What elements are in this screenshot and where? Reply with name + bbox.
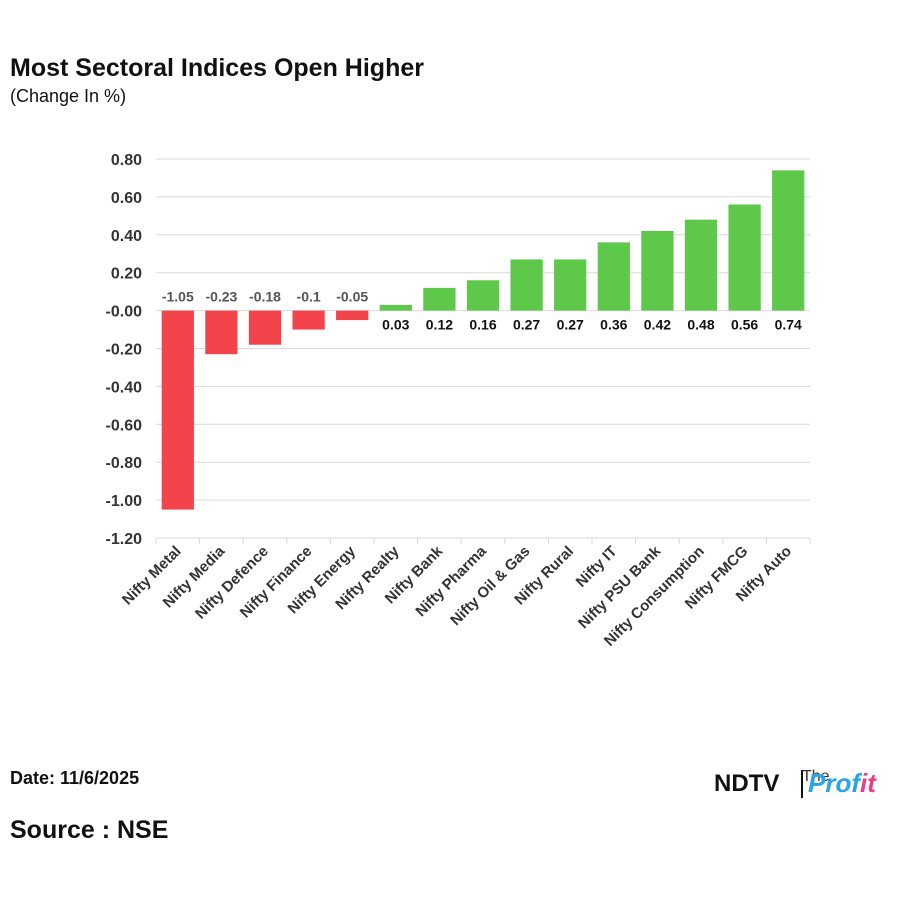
- bar: [466, 280, 500, 311]
- logo-tag: The: [802, 768, 830, 785]
- bar: [728, 204, 761, 311]
- bar: [597, 242, 630, 311]
- bar: [336, 310, 369, 321]
- logo-divider: [801, 770, 803, 798]
- y-tick-label: 0.60: [111, 190, 142, 207]
- y-tick-label: -0.00: [106, 304, 143, 321]
- data-label: 0.12: [426, 317, 453, 333]
- bar: [554, 259, 587, 311]
- date-label: Date: 11/6/2025: [10, 768, 140, 788]
- bar: [641, 231, 674, 311]
- data-label: 0.36: [600, 317, 627, 333]
- profit-text-part2: it: [860, 768, 876, 798]
- bar: [161, 310, 194, 510]
- bar-chart: 0.80 0.60 0.40 0.20 -0.00 -0.20 -0.40 -0.60 -0.8…: [106, 152, 811, 650]
- y-tick-label: -0.20: [106, 342, 143, 359]
- y-tick-label: 0.40: [111, 228, 142, 245]
- bar: [248, 310, 282, 345]
- ndtv-profit-logo: NDTV The Profit: [714, 766, 894, 800]
- data-label: 0.03: [382, 317, 409, 333]
- y-tick-label: -0.80: [106, 455, 143, 472]
- data-label: 0.48: [687, 317, 714, 333]
- bar: [205, 310, 238, 355]
- y-tick-label: -1.20: [106, 531, 143, 548]
- chart-title: Most Sectoral Indices Open Higher: [10, 54, 424, 82]
- bar: [292, 310, 325, 330]
- data-label: 0.27: [513, 317, 540, 333]
- y-tick-label: -0.40: [106, 379, 143, 396]
- y-tick-label: 0.80: [111, 152, 142, 169]
- y-tick-label: -1.00: [106, 493, 143, 510]
- ndtv-logo-text: NDTV: [714, 770, 780, 797]
- data-label: 0.56: [731, 317, 758, 333]
- profit-logo-text: Profit: [808, 768, 876, 799]
- data-label: 0.16: [469, 317, 496, 333]
- bar: [423, 287, 456, 311]
- data-label: -0.1: [297, 289, 321, 305]
- bar: [510, 259, 543, 311]
- data-label: -1.05: [162, 289, 194, 305]
- chart-subtitle: (Change In %): [10, 86, 127, 106]
- source-label: Source : NSE: [10, 816, 169, 844]
- bar: [772, 170, 805, 311]
- data-label: 0.74: [775, 317, 802, 333]
- data-label: -0.18: [249, 289, 281, 305]
- data-label: -0.23: [205, 289, 237, 305]
- y-tick-label: 0.20: [111, 266, 142, 283]
- bar: [379, 304, 412, 311]
- profit-text-part1: Prof: [808, 768, 860, 798]
- bar: [684, 219, 718, 311]
- data-label: -0.05: [336, 289, 368, 305]
- y-tick-label: -0.60: [106, 417, 143, 434]
- data-label: 0.27: [557, 317, 584, 333]
- data-label: 0.42: [644, 317, 671, 333]
